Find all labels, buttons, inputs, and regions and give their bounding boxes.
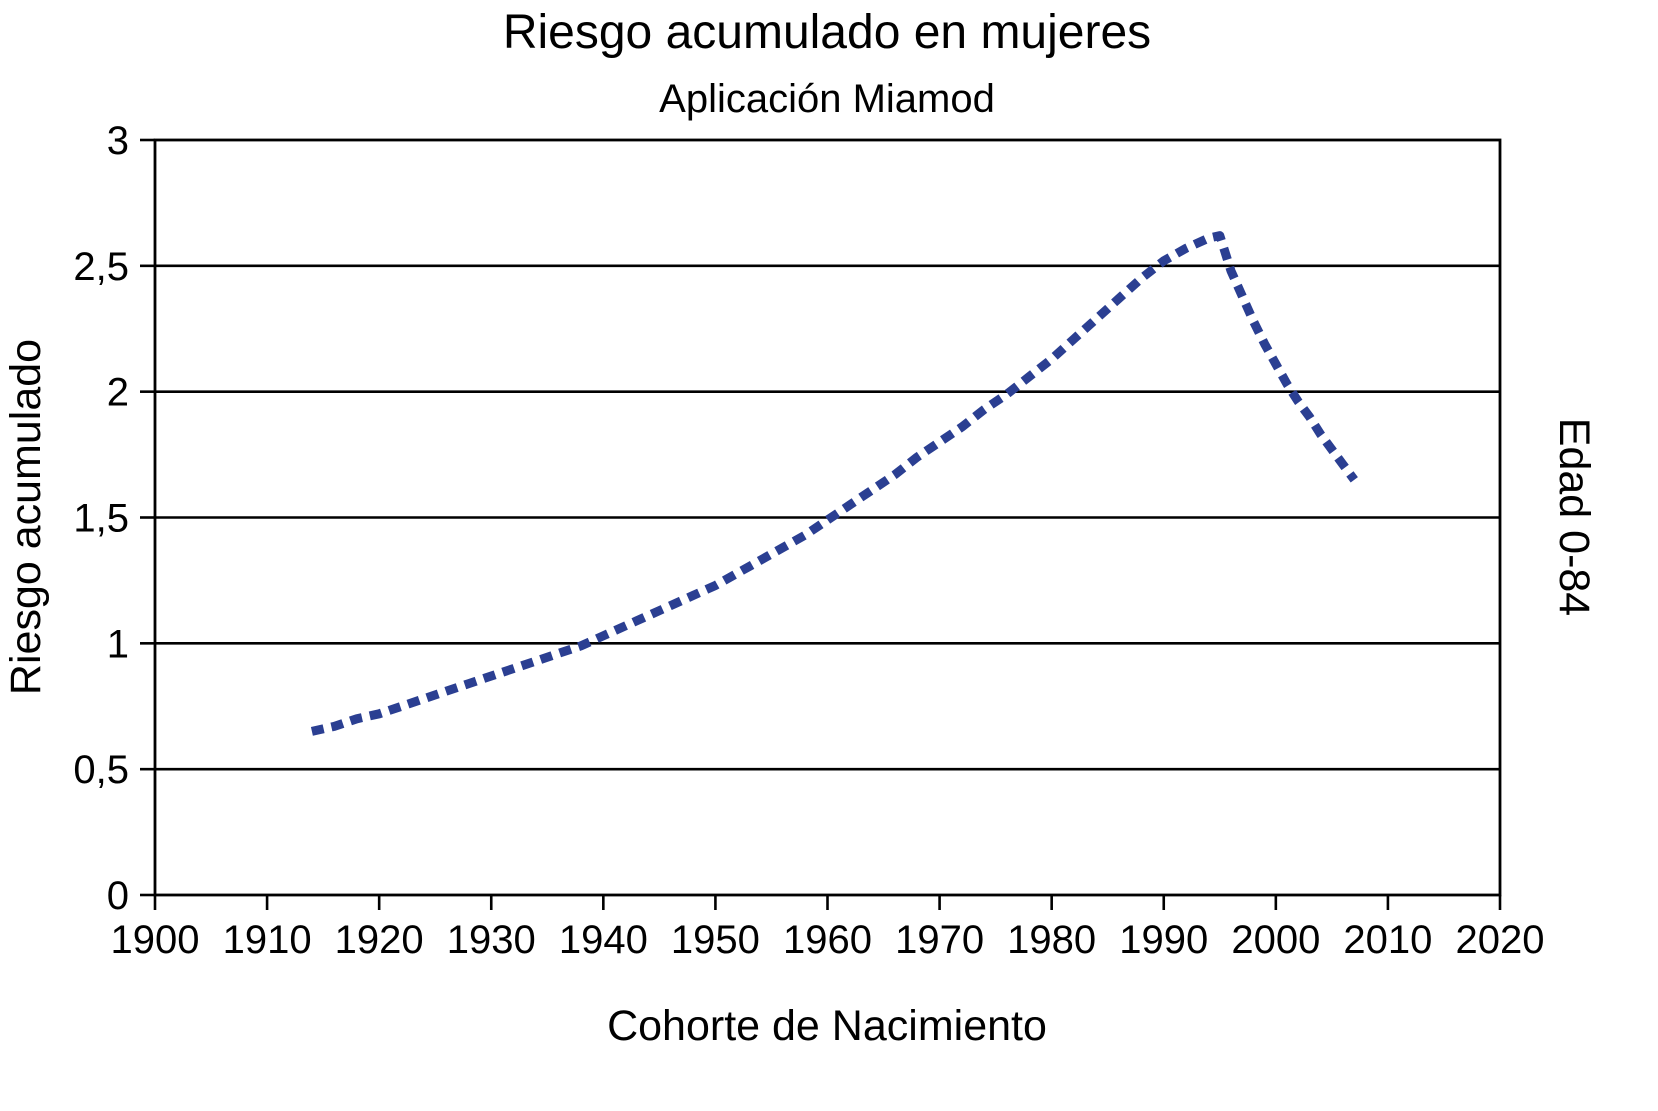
right-axis-title: Edad 0-84: [1550, 418, 1598, 616]
x-tick-label: 2020: [1456, 918, 1545, 962]
x-tick-label: 1950: [671, 918, 760, 962]
x-tick-label: 1930: [447, 918, 536, 962]
x-tick-label: 1910: [223, 918, 312, 962]
x-tick-label: 1960: [783, 918, 872, 962]
x-tick-label: 1990: [1119, 918, 1208, 962]
x-tick-label: 2010: [1343, 918, 1432, 962]
x-tick-label: 1940: [559, 918, 648, 962]
x-tick-label: 1970: [895, 918, 984, 962]
x-axis-title: Cohorte de Nacimiento: [607, 1002, 1047, 1050]
y-tick-label: 1: [107, 622, 129, 666]
y-axis-title: Riesgo acumulado: [2, 339, 50, 695]
y-tick-label: 0: [107, 874, 129, 918]
y-tick-label: 0,5: [73, 748, 129, 792]
x-tick-label: 1900: [111, 918, 200, 962]
y-tick-label: 3: [107, 119, 129, 163]
plot-area: 0 0,5 1 1,5 2 2,5 3 1900 1910 1920 1930 1940 1950 196…: [73, 119, 1544, 962]
chart-subtitle: Aplicación Miamod: [659, 77, 995, 121]
x-tick-label: 1920: [335, 918, 424, 962]
x-tick-label: 1980: [1007, 918, 1096, 962]
chart-title: Riesgo acumulado en mujeres: [503, 6, 1151, 59]
y-tick-label: 1,5: [73, 497, 129, 541]
risk-curve: [310, 231, 1358, 736]
y-tick-label: 2: [107, 371, 129, 415]
y-tick-label: 2,5: [73, 245, 129, 289]
x-tick-label: 2000: [1231, 918, 1320, 962]
